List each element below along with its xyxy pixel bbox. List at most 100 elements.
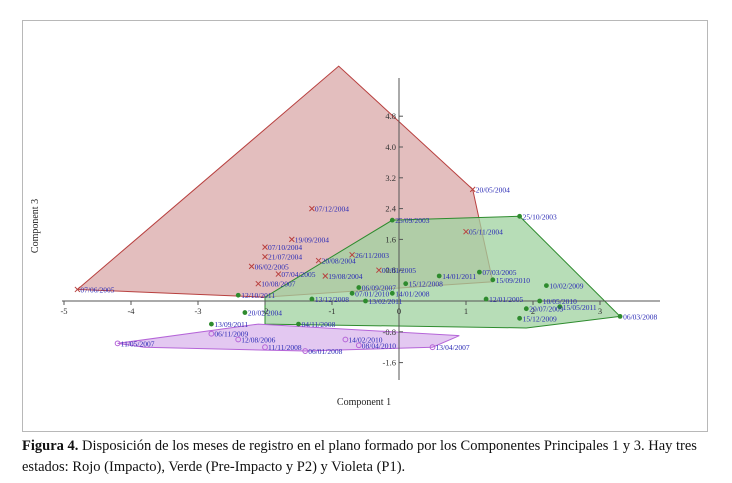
point-label: 13/12/2008	[315, 295, 349, 304]
x-tick-label: 2	[531, 306, 535, 316]
point-label: 21/07/2004	[268, 253, 302, 262]
x-tick-label: 1	[464, 306, 468, 316]
point-marker	[429, 344, 436, 351]
data-points	[74, 186, 623, 354]
y-tick-label: 1.6	[385, 234, 396, 244]
point-label: 07/12/2004	[315, 205, 349, 214]
point-label: 12/08/2006	[241, 336, 275, 345]
point-label: 26/11/2003	[355, 251, 389, 260]
point-label: 15/12/2008	[409, 280, 443, 289]
point-marker	[74, 286, 81, 293]
point-marker	[262, 244, 268, 250]
point-label: 15/12/2009	[523, 314, 557, 323]
point-marker	[322, 273, 329, 279]
y-tick-label: -1.6	[383, 358, 396, 368]
point-marker	[349, 290, 355, 296]
axes: -5 -4 -3 -2 -1 0 1 2 3 -1.6 -0.8 0.8 1.6 2.4 3.2 4.0 4.8	[60, 78, 660, 380]
point-marker	[363, 298, 368, 304]
scatter-plot: -5 -4 -3 -2 -1 0 1 2 3 -1.6 -0.8 0.8 1.6 2.4 3.2 4.0 4.8…	[30, 65, 660, 408]
point-marker	[523, 306, 529, 312]
caption-label: Figura 4.	[22, 438, 79, 454]
point-label: 20/07/2009	[529, 305, 563, 314]
point-marker	[537, 298, 543, 304]
state-regions	[76, 65, 622, 352]
point-marker	[288, 236, 295, 243]
point-marker	[557, 304, 563, 310]
point-label: 06/09/2007	[362, 284, 396, 293]
point-label: 10/08/2007	[261, 280, 295, 289]
x-tick-label: 3	[598, 306, 602, 316]
point-label: 15/09/2010	[496, 276, 530, 285]
y-tick-label: 3.2	[385, 173, 396, 183]
point-marker	[296, 321, 301, 327]
x-tick-label: -3	[194, 306, 201, 316]
caption-text: Disposición de los meses de registro en …	[22, 438, 697, 475]
point-marker	[517, 213, 522, 219]
point-label: 07/03/2005	[482, 268, 516, 277]
y-tick-label: 0.8	[385, 265, 396, 275]
point-marker	[483, 296, 489, 302]
x-tick-label: -2	[261, 306, 268, 316]
point-marker	[255, 280, 262, 287]
point-label: 06/11/2009	[214, 330, 248, 339]
point-marker	[389, 290, 395, 296]
point-marker	[349, 251, 355, 258]
point-label: 13/02/2011	[369, 297, 403, 306]
point-label: 14/02/2010	[348, 336, 382, 345]
y-tick-label: -0.8	[383, 327, 396, 337]
point-marker	[477, 269, 482, 275]
point-label: 14/01/2011	[442, 272, 476, 281]
point-marker	[209, 321, 214, 327]
point-label: 07/04/2005	[281, 270, 315, 279]
x-tick-label: 0	[397, 306, 401, 316]
point-marker	[309, 205, 315, 212]
point-label: 25/10/2003	[523, 212, 557, 221]
point-marker	[242, 310, 248, 315]
point-label: 14/01/2008	[395, 289, 429, 298]
point-marker	[403, 281, 409, 287]
point-marker	[262, 253, 268, 260]
point-label: 12/10/2011	[241, 291, 275, 300]
point-marker	[355, 342, 362, 349]
point-label: 08/04/2010	[362, 341, 396, 350]
point-label: 07/01/2005	[382, 266, 416, 275]
point-marker	[235, 336, 242, 343]
y-tick-label: 4.0	[385, 142, 396, 152]
region-violet	[117, 323, 460, 352]
point-label: 06/02/2005	[255, 262, 289, 271]
x-tick-label: -4	[127, 306, 135, 316]
point-marker	[517, 315, 522, 321]
point-marker	[490, 277, 496, 283]
point-marker	[469, 186, 476, 193]
point-marker	[302, 348, 309, 354]
point-label: 13/04/2007	[436, 343, 470, 352]
point-label: 07/06/2005	[80, 285, 114, 294]
point-marker	[617, 314, 623, 319]
y-tick-label: 4.8	[385, 111, 396, 121]
point-label: 15/05/2011	[563, 303, 597, 312]
figure-caption: Figura 4. Disposición de los meses de re…	[22, 436, 712, 478]
point-marker	[309, 296, 315, 302]
point-marker	[275, 271, 282, 277]
point-label: 20/02/2004	[248, 309, 282, 318]
point-label: 11/11/2008	[268, 343, 302, 352]
x-tick-label: -1	[328, 306, 335, 316]
point-marker	[342, 336, 349, 343]
point-label: 10/05/2010	[543, 297, 577, 306]
point-marker	[114, 340, 121, 347]
x-axis-label: Component 1	[337, 397, 391, 408]
point-label: 06/01/2008	[308, 347, 342, 356]
point-label: 07/01/2010	[355, 289, 389, 298]
point-label: 20/05/2004	[476, 185, 510, 194]
point-marker	[315, 257, 322, 264]
point-label: 10/02/2009	[549, 282, 583, 291]
point-label: 05/11/2004	[469, 228, 503, 237]
point-marker	[389, 217, 395, 223]
point-label: 06/03/2008	[623, 312, 657, 321]
point-label: 07/10/2004	[268, 243, 302, 252]
point-label: 25/09/2003	[395, 216, 429, 225]
y-axis-label: Component 3	[30, 199, 41, 253]
point-marker	[262, 344, 268, 351]
point-label: 13/09/2011	[214, 320, 248, 329]
point-marker	[436, 273, 442, 279]
